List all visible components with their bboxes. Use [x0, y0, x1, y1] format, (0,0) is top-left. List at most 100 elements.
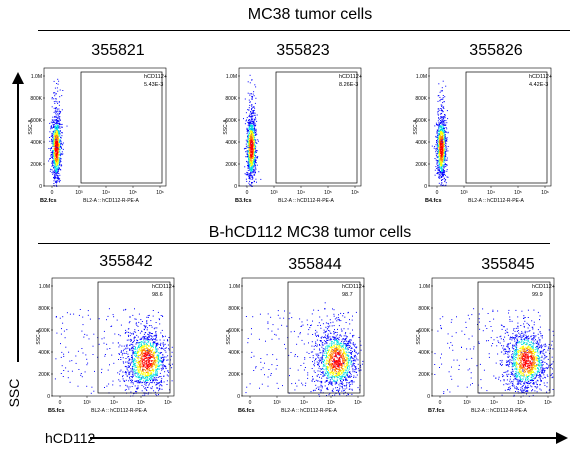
event-point [438, 151, 440, 153]
event-point [162, 342, 164, 344]
event-point [63, 330, 65, 332]
event-point [250, 146, 252, 148]
event-point [59, 118, 61, 120]
event-point [248, 156, 250, 158]
event-point [153, 352, 155, 354]
event-point [49, 131, 51, 133]
event-point [54, 149, 56, 151]
event-point [334, 394, 336, 396]
event-point [93, 333, 95, 335]
event-point [123, 352, 125, 354]
event-point [339, 378, 341, 380]
event-point [346, 395, 348, 397]
event-point [135, 322, 137, 324]
event-point [151, 356, 153, 358]
event-point [348, 376, 350, 378]
event-point [150, 363, 151, 365]
event-point [155, 331, 157, 333]
event-point [56, 119, 58, 121]
event-point [338, 343, 340, 345]
event-point [345, 369, 347, 371]
event-point [53, 156, 55, 158]
event-point [48, 148, 50, 149]
event-point [252, 160, 254, 162]
event-point [139, 382, 141, 384]
event-point [440, 112, 442, 114]
event-point [149, 383, 150, 385]
event-point [73, 313, 75, 315]
event-point [434, 125, 436, 127]
event-point [53, 177, 55, 178]
event-point [340, 378, 342, 380]
event-point [57, 90, 59, 92]
event-point [439, 131, 440, 133]
event-point [439, 133, 441, 135]
event-point [61, 143, 63, 145]
event-point [163, 344, 165, 346]
event-point [438, 132, 440, 134]
event-point [136, 334, 138, 336]
event-point [254, 164, 256, 166]
event-point [323, 361, 325, 362]
event-point [153, 328, 155, 330]
event-point [154, 382, 156, 384]
event-point [252, 128, 254, 130]
event-point [51, 97, 53, 98]
event-point [67, 377, 69, 379]
event-point [145, 342, 147, 344]
event-point [312, 361, 313, 363]
event-point [442, 164, 444, 166]
event-point [331, 349, 333, 351]
event-point [446, 137, 448, 139]
event-point [250, 159, 252, 161]
event-point [443, 137, 445, 139]
event-point [137, 351, 139, 353]
event-point [58, 163, 60, 165]
event-point [437, 167, 439, 169]
event-point [444, 157, 446, 159]
event-point [440, 116, 442, 118]
event-point [441, 166, 443, 168]
event-point [253, 158, 255, 160]
event-point [54, 92, 56, 94]
y-tick-label: 800K [228, 306, 240, 312]
event-point [442, 168, 444, 170]
event-point [59, 181, 60, 183]
event-point [349, 384, 350, 386]
event-point [56, 161, 58, 163]
event-point [442, 97, 444, 99]
event-point [149, 357, 150, 359]
event-point [145, 352, 147, 354]
event-point [315, 384, 317, 386]
event-point [250, 184, 252, 186]
event-point [249, 101, 251, 103]
event-point [436, 168, 438, 169]
event-point [439, 150, 441, 152]
event-point [355, 367, 357, 369]
event-point [149, 342, 151, 344]
event-point [357, 368, 359, 370]
event-point [254, 161, 255, 163]
event-point [255, 141, 257, 143]
event-point [439, 166, 441, 168]
event-point [444, 156, 446, 158]
event-point [327, 357, 329, 359]
event-point [251, 127, 253, 129]
event-point [163, 356, 165, 358]
y-tick-label: 0 [39, 184, 42, 190]
event-point [248, 154, 250, 156]
event-point [138, 373, 140, 375]
event-point [436, 148, 438, 150]
event-point [441, 140, 443, 142]
event-point [153, 371, 154, 373]
event-point [131, 346, 133, 348]
event-point [145, 353, 147, 355]
event-point [333, 351, 335, 353]
event-point [141, 348, 143, 350]
event-point [140, 364, 142, 366]
event-point [355, 352, 357, 354]
event-point [55, 140, 57, 142]
event-point [249, 161, 251, 163]
event-point [438, 163, 440, 165]
event-point [250, 122, 252, 124]
